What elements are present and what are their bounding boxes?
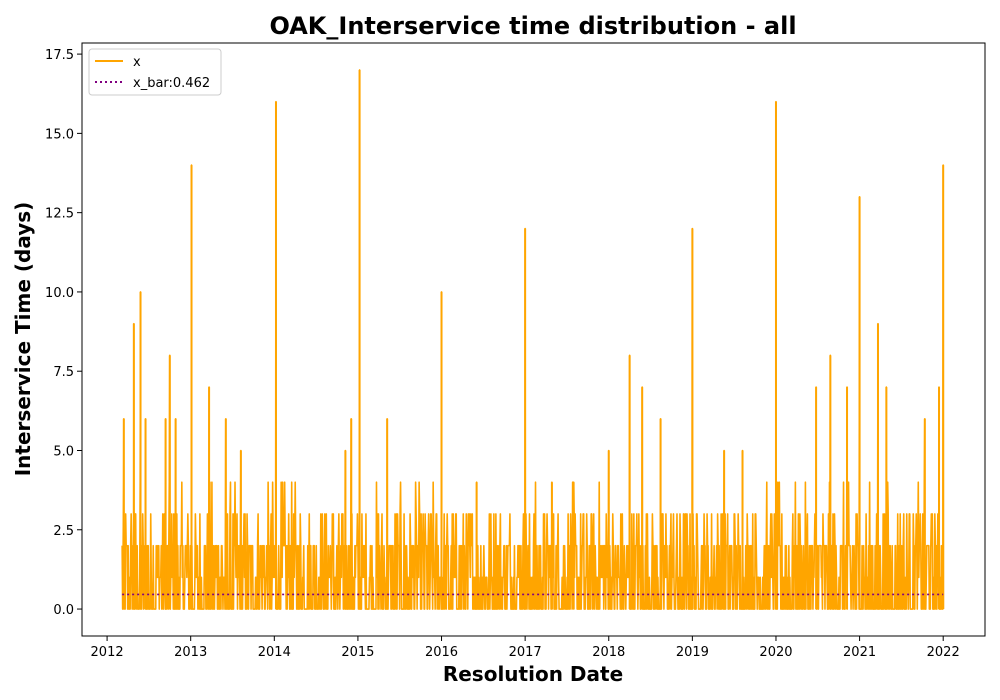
- legend: x x_bar:0.462: [88, 48, 222, 96]
- series-layer: [121, 69, 945, 610]
- y-axis: 0.0 2.5 5.0 7.5 10.0 12.5 15.0 17.5: [45, 48, 82, 618]
- x-tick-label: 2013: [174, 645, 207, 660]
- y-tick-label: 7.5: [53, 365, 74, 380]
- chart-title: OAK_Interservice time distribution - all: [269, 12, 796, 40]
- y-tick-label: 17.5: [45, 48, 74, 63]
- legend-label-x-bar: x_bar:0.462: [133, 76, 210, 91]
- y-axis-label: Interservice Time (days): [11, 202, 35, 477]
- x-tick-label: 2022: [927, 645, 960, 660]
- x-axis: 2012 2013 2014 2015 2016 2017 2018 2019 2020 2021…: [91, 636, 960, 660]
- x-tick-label: 2021: [843, 645, 876, 660]
- y-tick-label: 0.0: [53, 603, 74, 618]
- plot-area: [81, 42, 986, 637]
- x-tick-label: 2015: [341, 645, 374, 660]
- y-tick-label: 5.0: [53, 444, 74, 459]
- legend-label-x: x: [133, 55, 141, 70]
- x-tick-label: 2019: [676, 645, 709, 660]
- x-tick-label: 2014: [258, 645, 291, 660]
- x-tick-label: 2018: [592, 645, 625, 660]
- plot-frame: [81, 42, 986, 637]
- series-x-line: [121, 69, 945, 610]
- x-tick-label: 2012: [91, 645, 124, 660]
- y-tick-label: 15.0: [45, 127, 74, 142]
- y-tick-label: 2.5: [53, 524, 74, 539]
- y-tick-label: 10.0: [45, 286, 74, 301]
- x-axis-label: Resolution Date: [443, 662, 623, 686]
- x-tick-label: 2020: [759, 645, 792, 660]
- x-tick-label: 2016: [425, 645, 458, 660]
- x-tick-label: 2017: [509, 645, 542, 660]
- y-tick-label: 12.5: [45, 207, 74, 222]
